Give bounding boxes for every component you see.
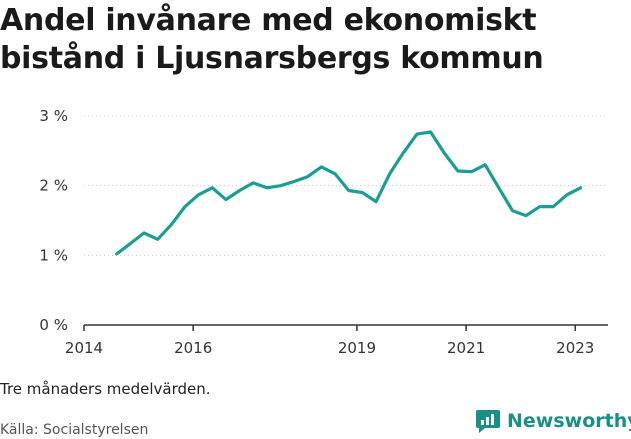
data-point [293,180,295,182]
data-point [170,223,172,225]
brand-logo: Newsworthy [475,408,631,434]
data-point [443,152,445,154]
data-point [580,187,582,189]
data-point [348,189,350,191]
series-layer [115,130,583,256]
data-point [416,133,418,135]
data-point [238,189,240,191]
data-point [470,171,472,173]
data-point [184,205,186,207]
data-point [129,242,131,244]
data-point [539,205,541,207]
data-point [361,191,363,193]
y-tick-label: 2 % [39,177,68,195]
data-point [498,187,500,189]
gridlines [84,115,608,256]
data-point [143,232,145,234]
data-point [225,198,227,200]
data-point [525,214,527,216]
data-point [566,194,568,196]
x-tick-label: 2023 [556,339,594,357]
y-tick-label: 0 % [39,316,68,334]
data-point [266,187,268,189]
brand-name: Newsworthy [507,410,631,432]
newsworthy-logo-icon [476,410,500,433]
chart-title: Andel invånare med ekonomiskt bistånd i … [0,3,544,76]
x-axis: 2014 2016 2019 2021 2023 [65,324,608,357]
data-point [457,170,459,172]
data-point [197,194,199,196]
source-text: Källa: Socialstyrelsen [0,422,149,438]
data-point [279,184,281,186]
y-axis-labels: 0 % 1 % 2 % 3 % [39,107,68,334]
data-point [375,200,377,202]
y-tick-label: 1 % [39,246,68,264]
data-point [511,210,513,212]
x-tick-label: 2019 [338,339,376,357]
y-tick-label: 3 % [39,107,68,125]
x-tick-label: 2016 [174,339,212,357]
data-point [484,164,486,166]
data-point [252,182,254,184]
x-tick-label: 2021 [447,339,485,357]
data-point [334,173,336,175]
data-point [211,187,213,189]
series-line [115,130,583,256]
data-point [307,175,309,177]
data-point [388,173,390,175]
chart-note: Tre månaders medelvärden. [0,380,211,398]
data-point [156,238,158,240]
data-point [320,166,322,168]
data-point [429,131,431,133]
data-point [402,152,404,154]
x-tick-label: 2014 [65,339,103,357]
data-point [116,253,118,255]
data-point [552,205,554,207]
